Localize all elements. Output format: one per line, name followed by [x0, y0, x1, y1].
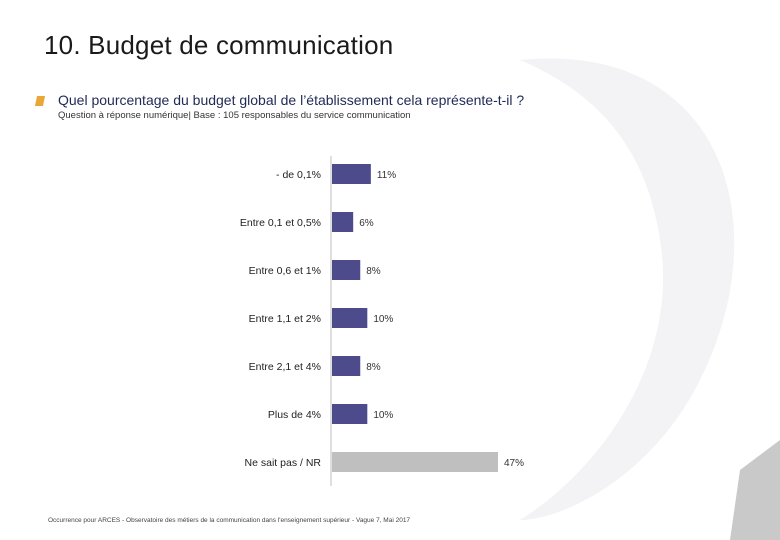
value-label: 11%: [377, 170, 396, 181]
page-title: 10. Budget de communication: [44, 30, 394, 60]
question-text: Quel pourcentage du budget global de l’é…: [58, 92, 525, 108]
value-label: 10%: [373, 410, 393, 421]
value-label: 47%: [504, 458, 524, 469]
value-label: 6%: [359, 218, 374, 229]
question-subnote: Question à réponse numérique| Base : 105…: [58, 110, 411, 121]
bar: [332, 308, 368, 328]
bar: [332, 164, 371, 184]
bar: [332, 260, 361, 280]
category-label: - de 0,1%: [276, 169, 321, 181]
category-label: Plus de 4%: [268, 409, 321, 421]
category-label: Entre 2,1 et 4%: [249, 361, 321, 373]
value-label: 8%: [366, 362, 381, 373]
category-label: Entre 1,1 et 2%: [249, 313, 321, 325]
bar: [332, 452, 498, 472]
value-label: 8%: [366, 266, 381, 277]
value-label: 10%: [373, 314, 393, 325]
category-label: Entre 0,6 et 1%: [249, 265, 321, 277]
category-label: Entre 0,1 et 0,5%: [240, 217, 321, 229]
source-footer: Occurrence pour ARCES - Observatoire des…: [48, 517, 411, 524]
bar: [332, 404, 368, 424]
bar: [332, 212, 354, 232]
category-label: Ne sait pas / NR: [245, 457, 322, 469]
bar: [332, 356, 361, 376]
